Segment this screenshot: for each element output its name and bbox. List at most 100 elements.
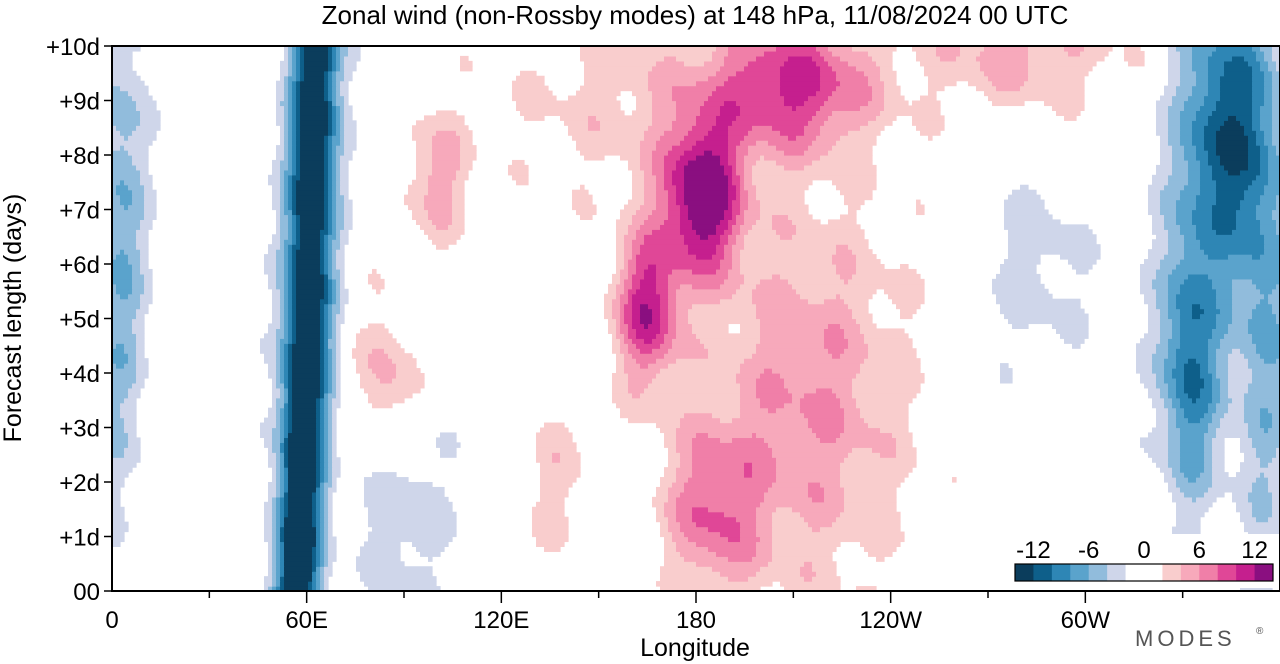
field-cell: [1216, 105, 1253, 111]
field-cell: [1176, 219, 1193, 225]
field-cell: [268, 491, 277, 498]
field-cell: [112, 60, 133, 67]
field-cell: [284, 581, 309, 587]
field-cell: [112, 506, 125, 513]
field-cell: [272, 586, 277, 591]
field-cell: [716, 249, 725, 255]
field-cell: [1248, 432, 1280, 438]
field-cell: [1148, 318, 1161, 325]
field-cell: [644, 184, 657, 191]
field-cell: [668, 496, 677, 503]
field-cell: [1192, 303, 1201, 310]
field-cell: [324, 561, 329, 567]
field-cell: [280, 338, 289, 344]
field-cell: [1216, 407, 1229, 414]
field-cell: [740, 526, 757, 533]
field-cell: [332, 422, 337, 429]
field-cell: [320, 526, 325, 533]
field-cell: [332, 407, 337, 414]
field-cell: [332, 333, 337, 339]
field-cell: [828, 219, 857, 225]
field-cell: [652, 110, 677, 116]
field-cell: [1272, 55, 1280, 62]
field-cell: [1268, 293, 1280, 300]
field-cell: [784, 377, 853, 384]
field-cell: [1232, 491, 1249, 498]
field-cell: [296, 65, 301, 72]
field-cell: [344, 194, 349, 201]
field-cell: [320, 373, 325, 379]
field-cell: [768, 407, 777, 414]
field-cell: [1152, 427, 1169, 434]
field-cell: [120, 85, 149, 92]
field-cell: [288, 268, 293, 275]
field-cell: [276, 249, 285, 255]
field-cell: [816, 110, 833, 116]
field-cell: [676, 55, 713, 62]
field-cell: [276, 363, 281, 369]
field-cell: [448, 224, 465, 230]
field-cell: [112, 194, 121, 201]
field-cell: [1176, 387, 1185, 394]
field-cell: [808, 95, 829, 102]
field-cell: [812, 566, 837, 572]
field-cell: [1204, 125, 1221, 131]
field-cell: [1272, 120, 1280, 126]
field-cell: [1000, 377, 1013, 384]
field-cell: [668, 278, 725, 285]
field-cell: [264, 536, 273, 543]
field-cell: [968, 80, 993, 87]
field-cell: [340, 184, 349, 191]
field-cell: [1248, 328, 1280, 334]
field-cell: [320, 229, 329, 235]
field-cell: [668, 199, 677, 206]
field-cell: [676, 110, 701, 116]
field-cell: [664, 546, 677, 552]
field-cell: [664, 159, 677, 166]
field-cell: [140, 268, 153, 275]
field-cell: [288, 298, 293, 305]
field-cell: [752, 353, 833, 359]
field-cell: [1180, 447, 1205, 453]
field-cell: [344, 219, 353, 225]
field-cell: [896, 442, 913, 448]
field-cell: [1136, 363, 1153, 369]
field-cell: [1136, 353, 1153, 359]
field-cell: [1168, 65, 1181, 72]
field-cell: [1176, 382, 1185, 389]
field-cell: [1208, 402, 1217, 409]
field-cell: [336, 368, 341, 374]
field-cell: [276, 412, 281, 419]
field-cell: [292, 150, 297, 156]
field-cell: [284, 472, 289, 478]
field-cell: [120, 249, 125, 255]
field-cell: [112, 100, 137, 107]
field-cell: [1252, 278, 1280, 285]
field-cell: [1160, 328, 1173, 334]
field-cell: [280, 486, 285, 493]
field-cell: [668, 313, 677, 320]
field-cell: [328, 120, 333, 126]
field-cell: [272, 521, 277, 528]
field-cell: [808, 298, 825, 305]
field-cell: [784, 164, 805, 171]
field-cell: [364, 541, 401, 547]
field-cell: [272, 506, 277, 513]
field-cell: [340, 140, 345, 146]
field-cell: [328, 427, 333, 434]
field-cell: [1184, 407, 1209, 414]
field-cell: [704, 150, 713, 156]
field-cell: [1264, 70, 1273, 77]
field-cell: [1168, 273, 1189, 280]
field-cell: [816, 571, 837, 577]
field-cell: [616, 363, 625, 369]
field-cell: [268, 486, 277, 493]
field-cell: [860, 125, 885, 131]
field-cell: [336, 264, 345, 270]
field-cell: [288, 254, 293, 260]
field-cell: [688, 244, 717, 250]
field-cell: [1184, 373, 1201, 379]
field-cell: [120, 130, 133, 136]
field-cell: [1140, 278, 1153, 285]
field-cell: [292, 273, 297, 280]
